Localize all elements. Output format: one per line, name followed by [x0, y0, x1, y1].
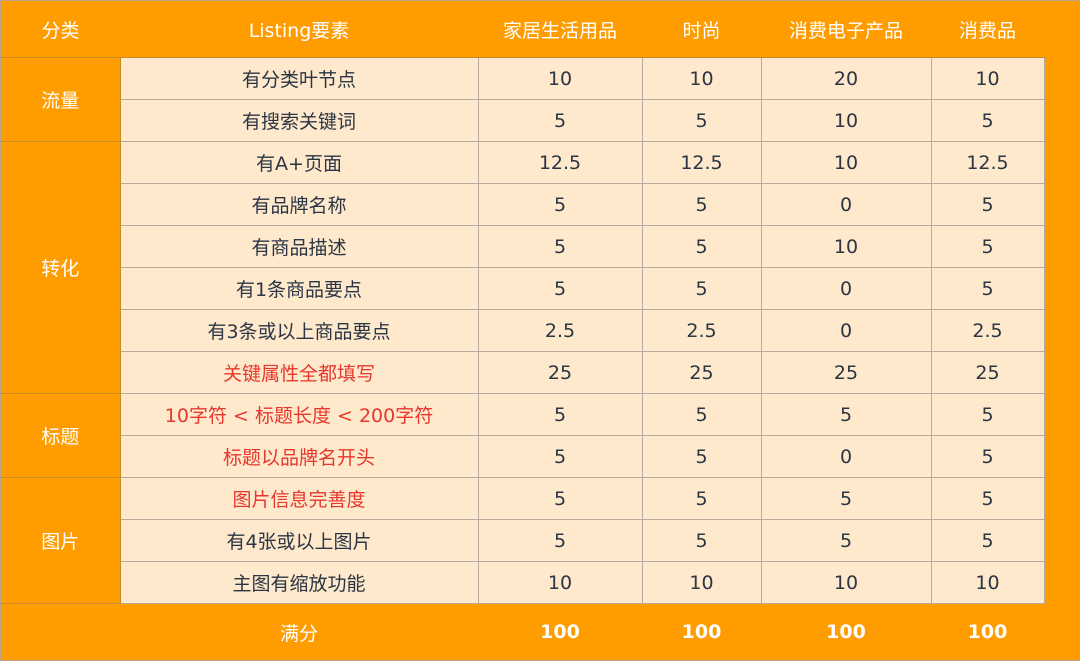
score-cell: 5: [930, 477, 1045, 520]
score-cell: 5: [477, 477, 643, 520]
score-cell: 10: [477, 57, 643, 100]
score-cell: 25: [760, 351, 932, 394]
score-cell: 5: [641, 477, 762, 520]
score-cell: 10: [760, 141, 932, 184]
score-cell: 5: [641, 99, 762, 142]
listing-element-cell: 有4张或以上图片: [119, 519, 479, 562]
listing-element-cell: 有商品描述: [119, 225, 479, 268]
score-cell: 5: [477, 225, 643, 268]
score-cell: 5: [930, 393, 1045, 436]
table-row: 有4张或以上图片 5 5 5 5: [1, 519, 1045, 562]
score-cell: 5: [930, 435, 1045, 478]
score-cell: 2.5: [477, 309, 643, 352]
score-cell: 5: [477, 393, 643, 436]
score-cell: 5: [760, 393, 932, 436]
footer-spacer: [1, 603, 120, 660]
table-row: 标题 10字符 < 标题长度 < 200字符 5 5 5 5: [1, 393, 1045, 478]
listing-element-cell: 标题以品牌名开头: [119, 435, 479, 478]
table-row: 流量 有分类叶节点 10 10 20 10: [1, 57, 1045, 142]
score-cell: 12.5: [930, 141, 1045, 184]
score-cell: 10: [760, 99, 932, 142]
score-cell: 0: [760, 435, 932, 478]
listing-element-cell: 图片信息完善度: [119, 477, 479, 520]
footer-label: 满分: [120, 603, 478, 660]
score-cell: 25: [477, 351, 643, 394]
footer-row: 满分 100 100 100 100: [1, 603, 1044, 660]
listing-element-cell: 有A+页面: [119, 141, 479, 184]
score-cell: 10: [477, 561, 643, 604]
listing-element-cell: 有分类叶节点: [119, 57, 479, 100]
listing-element-cell: 10字符 < 标题长度 < 200字符: [119, 393, 479, 436]
column-header: 消费电子产品: [761, 1, 931, 58]
table-row: 主图有缩放功能 10 10 10 10: [1, 561, 1045, 604]
listing-element-cell: 关键属性全都填写: [119, 351, 479, 394]
score-cell: 25: [641, 351, 762, 394]
score-cell: 5: [930, 99, 1045, 142]
listing-element-cell: 有1条商品要点: [119, 267, 479, 310]
table-row: 关键属性全都填写 25 25 25 25: [1, 351, 1045, 394]
score-cell: 5: [760, 477, 932, 520]
category-cell: 标题: [1, 393, 121, 478]
category-cell: 转化: [1, 141, 121, 394]
score-cell: 10: [930, 561, 1045, 604]
score-cell: 5: [760, 519, 932, 562]
column-header: 家居生活用品: [478, 1, 642, 58]
score-cell: 0: [760, 267, 932, 310]
table-row: 有商品描述 5 5 10 5: [1, 225, 1045, 268]
score-cell: 10: [641, 561, 762, 604]
score-cell: 5: [477, 435, 643, 478]
listing-element-cell: 有3条或以上商品要点: [119, 309, 479, 352]
total-score: 100: [642, 603, 761, 660]
score-cell: 10: [641, 57, 762, 100]
score-cell: 5: [641, 519, 762, 562]
total-score: 100: [478, 603, 642, 660]
column-header: 分类: [1, 1, 120, 58]
score-cell: 2.5: [641, 309, 762, 352]
score-cell: 5: [930, 183, 1045, 226]
listing-element-cell: 主图有缩放功能: [119, 561, 479, 604]
score-cell: 5: [477, 519, 643, 562]
score-cell: 20: [760, 57, 932, 100]
score-cell: 12.5: [641, 141, 762, 184]
score-cell: 25: [930, 351, 1045, 394]
listing-element-cell: 有品牌名称: [119, 183, 479, 226]
score-cell: 5: [477, 99, 643, 142]
category-cell: 流量: [1, 57, 121, 142]
listing-score-table: 分类 Listing要素 家居生活用品 时尚 消费电子产品 消费品 流量 有分类叶节点 10 1…: [1, 1, 1045, 660]
table-row: 有搜索关键词 5 5 10 5: [1, 99, 1045, 142]
score-cell: 5: [477, 267, 643, 310]
score-cell: 5: [477, 183, 643, 226]
table-row: 有1条商品要点 5 5 0 5: [1, 267, 1045, 310]
score-cell: 10: [930, 57, 1045, 100]
score-cell: 10: [760, 561, 932, 604]
total-score: 100: [761, 603, 931, 660]
total-score: 100: [931, 603, 1044, 660]
table-row: 转化 有A+页面 12.5 12.5 10 12.5: [1, 141, 1045, 394]
score-cell: 5: [641, 267, 762, 310]
score-cell: 12.5: [477, 141, 643, 184]
table-row: 有品牌名称 5 5 0 5: [1, 183, 1045, 226]
score-cell: 0: [760, 183, 932, 226]
score-cell: 5: [930, 267, 1045, 310]
table-row: 图片 图片信息完善度 5 5 5 5: [1, 477, 1045, 604]
table-row: 标题以品牌名开头 5 5 0 5: [1, 435, 1045, 478]
score-cell: 5: [641, 225, 762, 268]
table-row: 有3条或以上商品要点 2.5 2.5 0 2.5: [1, 309, 1045, 352]
column-header: 时尚: [642, 1, 761, 58]
listing-element-cell: 有搜索关键词: [119, 99, 479, 142]
header-row: 分类 Listing要素 家居生活用品 时尚 消费电子产品 消费品: [1, 1, 1044, 58]
score-cell: 5: [930, 519, 1045, 562]
score-cell: 2.5: [930, 309, 1045, 352]
score-cell: 5: [930, 225, 1045, 268]
score-cell: 5: [641, 393, 762, 436]
category-cell: 图片: [1, 477, 121, 604]
score-cell: 5: [641, 183, 762, 226]
score-cell: 5: [641, 435, 762, 478]
column-header: 消费品: [931, 1, 1044, 58]
column-header: Listing要素: [120, 1, 478, 58]
score-cell: 0: [760, 309, 932, 352]
score-cell: 10: [760, 225, 932, 268]
